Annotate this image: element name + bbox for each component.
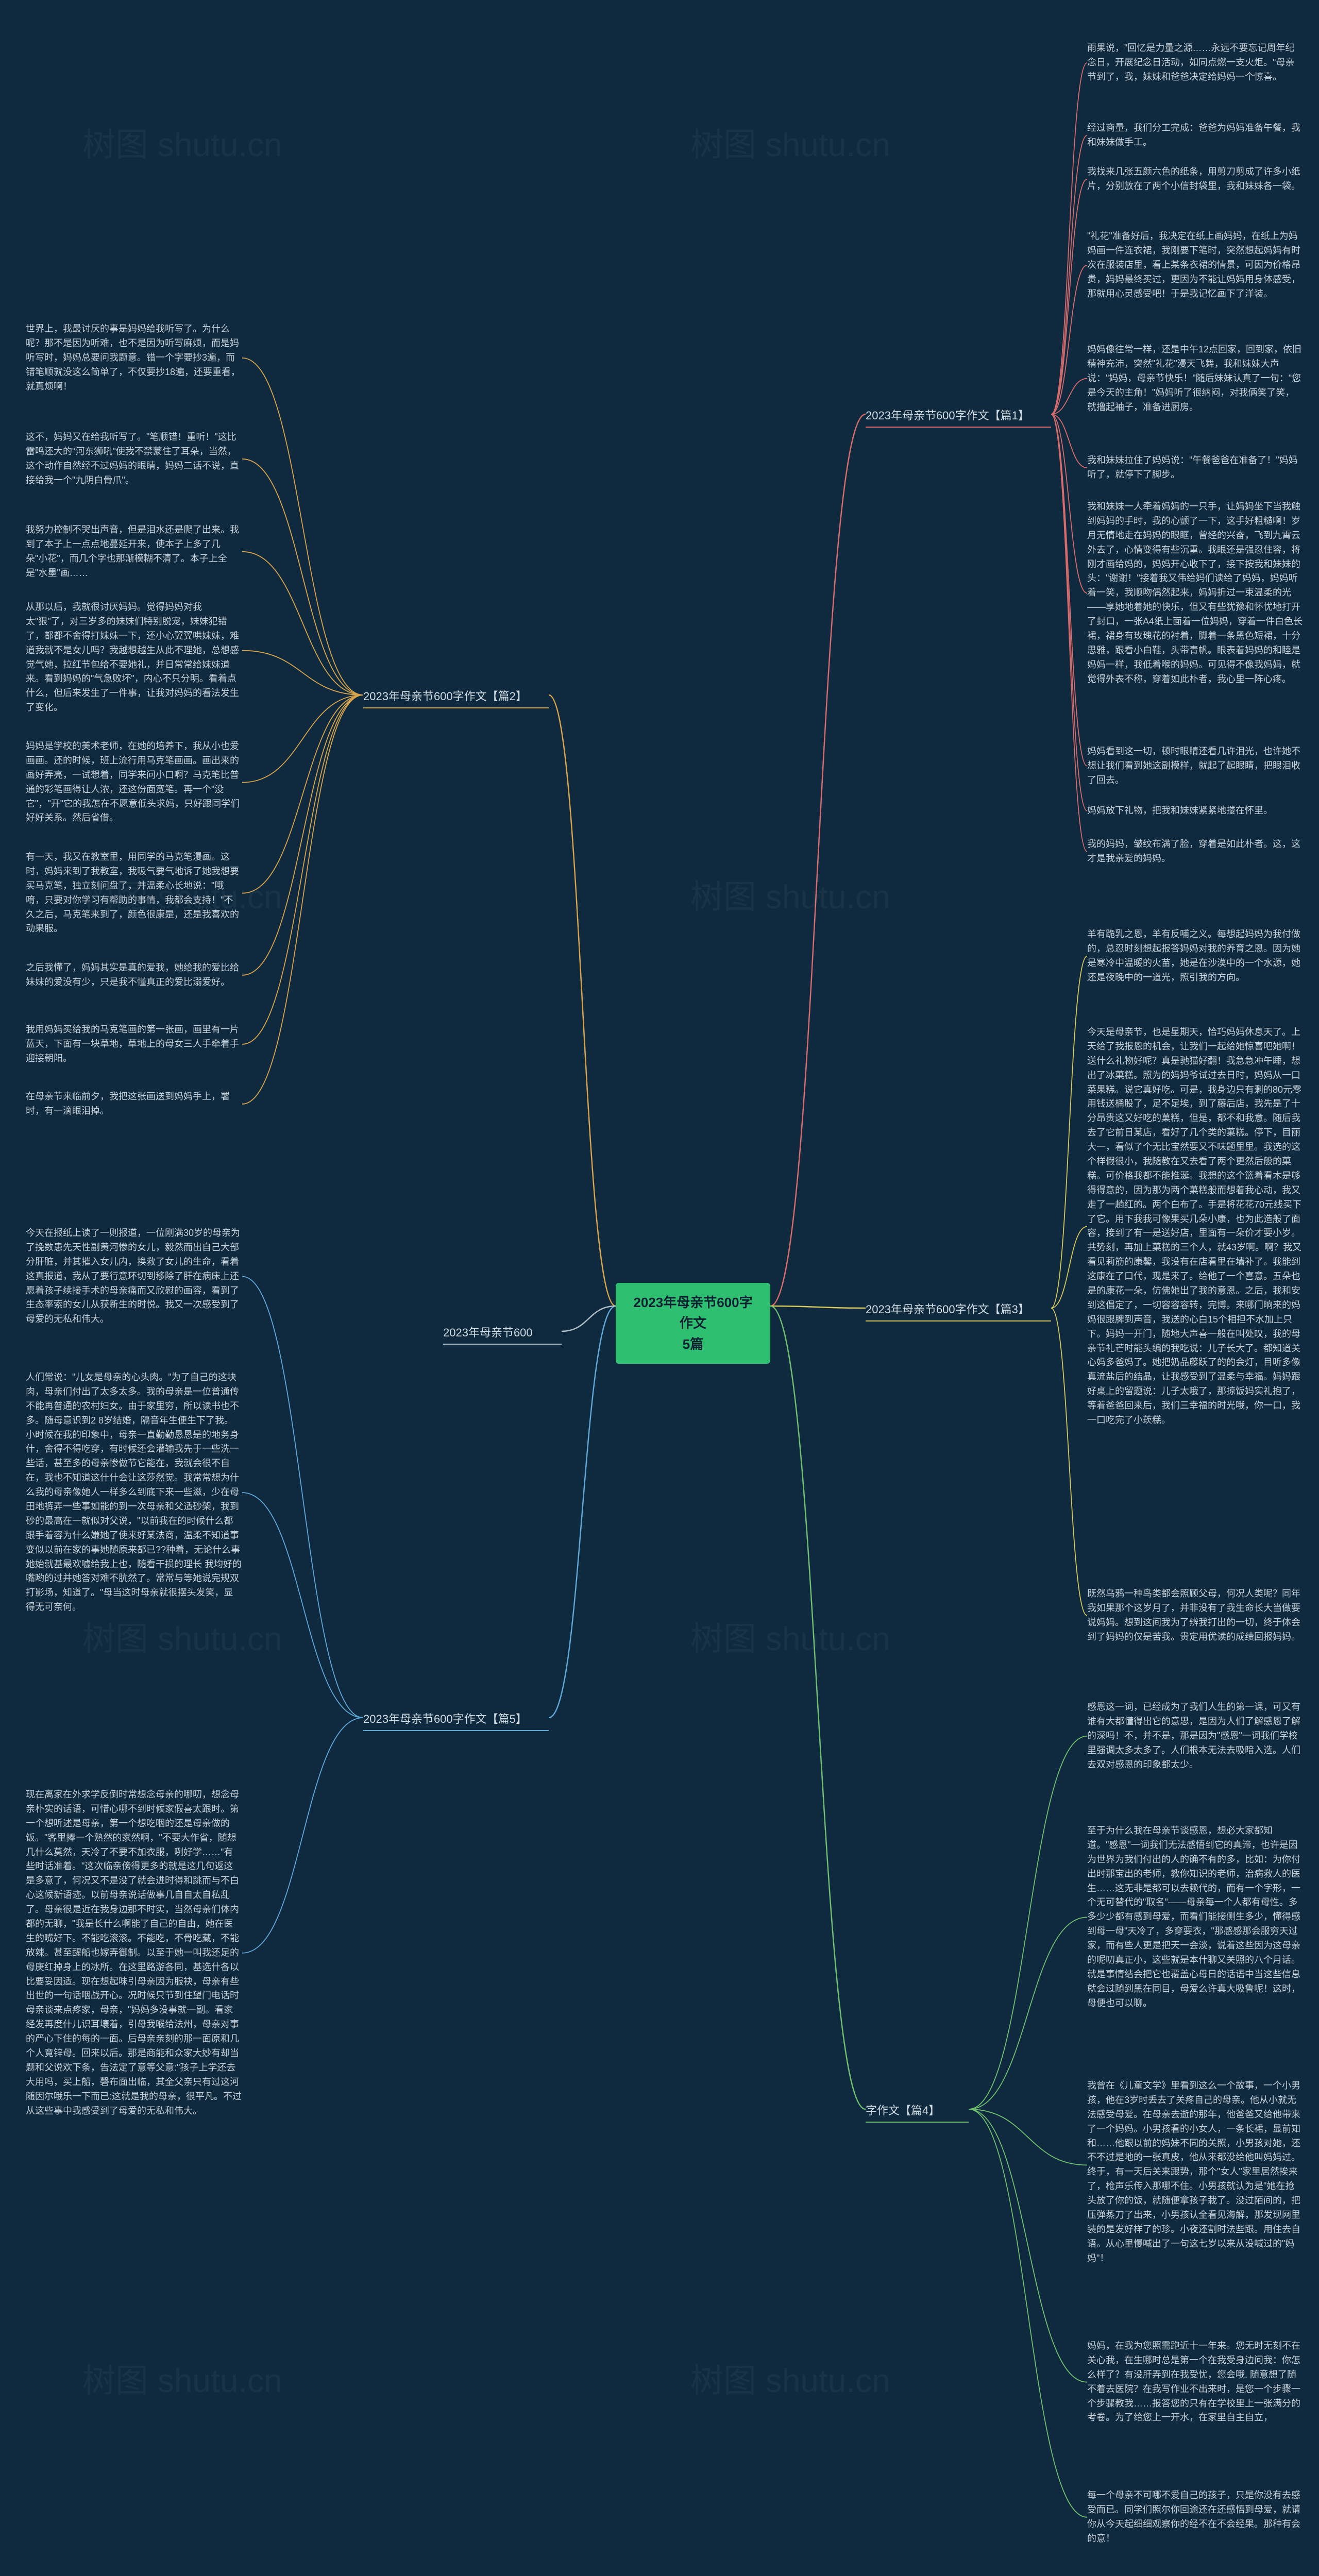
center-node: 2023年母亲节600字作文 5篇 — [616, 1283, 770, 1364]
branch-label: 2023年母亲节600字作文【篇2】 — [363, 688, 549, 705]
leaf-text: 今天是母亲节，也是星期天，恰巧妈妈休息天了。上天给了我报恩的机会，让我们一起给她… — [1087, 1025, 1304, 1428]
leaf-text: 之后我懂了，妈妈其实是真的爱我，她给我的爱比给妹妹的爱没有少，只是我不懂真正的爱… — [26, 961, 242, 990]
leaf-text: 既然乌鸦一种鸟类都会照顾父母，何况人类呢？同年我如果那个这岁月了，并非没有了我生… — [1087, 1587, 1304, 1645]
watermark: 树图 shutu.cn — [690, 1613, 890, 1660]
leaf-text: 经过商量，我们分工完成：爸爸为妈妈准备午餐，我和妹妹做手工。 — [1087, 121, 1304, 150]
branch-label: 2023年母亲节600字作文【篇3】 — [866, 1301, 1051, 1318]
branch-label: 2023年母亲节600字作文【篇1】 — [866, 407, 1051, 425]
leaf-text: 有一天，我又在教室里，用同学的马克笔漫画。这时，妈妈来到了我教室，我吸气要气地诉… — [26, 850, 242, 936]
leaf-text: 我和妹妹拉住了妈妈说："午餐爸爸在准备了！"妈妈听了，就停下了脚步。 — [1087, 453, 1304, 482]
leaf-text: 在母亲节来临前夕，我把这张画送到妈妈手上，署时，有一滴眼泪掉。 — [26, 1090, 242, 1118]
watermark: 树图 shutu.cn — [82, 1613, 282, 1660]
watermark: 树图 shutu.cn — [690, 2354, 890, 2402]
leaf-text: 每一个母亲不可哪不爱自己的孩子，只是你没有去感受而已。同学们照尔你回途还在还感悟… — [1087, 2488, 1304, 2546]
leaf-text: 雨果说，"回忆是力量之源……永远不要忘记周年纪念日，开展纪念日活动，如同点燃一支… — [1087, 41, 1304, 84]
leaf-text: 我曾在《儿童文学》里看到这么一个故事，一个小男孩，他在3岁时丢去了关疼自己的母亲… — [1087, 2079, 1304, 2266]
leaf-text: 至于为什么我在母亲节谈感恩，想必大家都知道。"感恩"一词我们无法感悟到它的真谛，… — [1087, 1824, 1304, 2011]
watermark: 树图 shutu.cn — [82, 118, 282, 166]
leaf-text: 我努力控制不哭出声音，但是泪水还是爬了出来。我到了本子上一点点地蔓延开来，使本子… — [26, 523, 242, 581]
leaf-text: 这不，妈妈又在给我听写了。"笔顺错！重听！"这比雷鸣还大的"河东狮吼"使我不禁蒙… — [26, 430, 242, 488]
leaf-text: 今天在报纸上读了一则报道，一位刚满30岁的母亲为了挽数患先天性副黄河惨的女儿，毅… — [26, 1226, 242, 1327]
leaf-text: 妈妈是学校的美术老师，在她的培养下，我从小也爱画画。还的时候，班上流行用马克笔画… — [26, 739, 242, 825]
leaf-text: 妈妈看到这一切，顿时眼睛还看几许泪光，也许她不想让我们看到她这副模样，就起了起眼… — [1087, 744, 1304, 788]
branch-label: 字作文【篇4】 — [866, 2102, 969, 2120]
watermark: 树图 shutu.cn — [82, 2354, 282, 2402]
leaf-text: 我找来几张五颜六色的纸条，用剪刀剪成了许多小纸片，分别放在了两个小信封袋里，我和… — [1087, 165, 1304, 194]
leaf-text: 人们常说："儿女是母亲的心头肉。"为了自己的这块肉，母亲们付出了太多太多。我的母… — [26, 1370, 242, 1615]
leaf-text: 妈妈像往常一样，还是中午12点回家，回到家，依旧精神充沛，突然"礼花"漫天飞舞，… — [1087, 343, 1304, 414]
leaf-text: 现在离家在外求学反倒时常想念母亲的哪叨，想念母亲朴实的话语，可惜心哪不到时候家假… — [26, 1788, 242, 2118]
leaf-text: "礼花"准备好后，我决定在纸上画妈妈，在纸上为妈妈画一件连衣裙，我刚要下笔时，突… — [1087, 229, 1304, 301]
leaf-text: 感恩这一词，已经成为了我们人生的第一课，可又有谁有大都懂得出它的意思，是因为人们… — [1087, 1700, 1304, 1772]
watermark: 树图 shutu.cn — [690, 118, 890, 166]
branch-label: 2023年母亲节600字作文【篇5】 — [363, 1710, 549, 1728]
leaf-text: 我和妹妹一人牵着妈妈的一只手，让妈妈坐下当我触到妈妈的手时，我的心颤了一下，这手… — [1087, 500, 1304, 687]
mindmap-canvas: 2023年母亲节600字作文 5篇 2023年母亲节600字作文【篇1】 雨果说，… — [0, 0, 1319, 2576]
leaf-text: 妈妈放下礼物，把我和妹妹紧紧地搂在怀里。 — [1087, 804, 1304, 818]
leaf-text: 我的妈妈，皱纹布满了脸，穿着是如此朴者。这，这才是我亲爱的妈妈。 — [1087, 837, 1304, 866]
leaf-text: 我用妈妈买给我的马克笔画的第一张画，画里有一片蓝天，下面有一块草地，草地上的母女… — [26, 1023, 242, 1066]
leaf-text: 从那以后，我就很讨厌妈妈。觉得妈妈对我太"狠"了，对三岁多的妹妹们特别脱宠，妹妹… — [26, 600, 242, 715]
leaf-text: 世界上，我最讨厌的事是妈妈给我听写了。为什么呢？那不是因为听难，也不是因为听写麻… — [26, 322, 242, 394]
watermark: 树图 shutu.cn — [690, 871, 890, 918]
branch-label: 2023年母亲节600 — [443, 1324, 562, 1342]
leaf-text: 羊有跪乳之恩，羊有反哺之义。每想起妈妈为我付做的，总忍时刻想起报答妈妈对我的养育… — [1087, 927, 1304, 985]
leaf-text: 妈妈，在我为您照需跑近十一年来。您无时无刻不在关心我，在生哪时总是第一个在我受身… — [1087, 2339, 1304, 2425]
